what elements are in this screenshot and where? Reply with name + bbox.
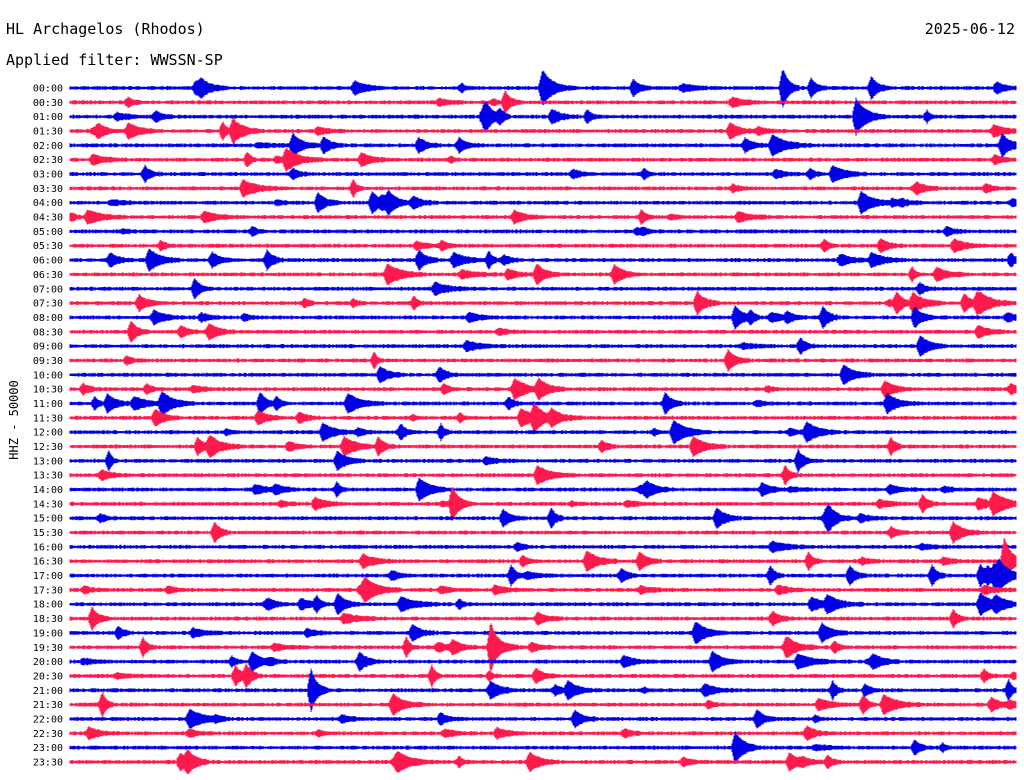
row-time-label: 22:00 [33, 714, 63, 725]
row-time-label: 03:00 [33, 170, 63, 181]
row-time-label: 04:00 [33, 198, 63, 209]
row-time-label: 21:30 [33, 700, 63, 711]
row-time-label: 19:00 [33, 628, 63, 639]
station-title: HL Archagelos (Rhodos) [6, 20, 205, 38]
row-time-label: 08:00 [33, 313, 63, 324]
row-time-label: 23:00 [33, 743, 63, 754]
row-time-label: 05:30 [33, 241, 63, 252]
row-time-label: 04:30 [33, 213, 63, 224]
row-time-label: 11:00 [33, 399, 63, 410]
row-time-label: 05:00 [33, 227, 63, 238]
filter-label: Applied filter: WWSSN-SP [6, 51, 223, 69]
row-time-label: 14:30 [33, 499, 63, 510]
row-time-label: 16:30 [33, 557, 63, 568]
row-time-label: 10:00 [33, 370, 63, 381]
row-time-label: 16:00 [33, 542, 63, 553]
row-time-label: 14:00 [33, 485, 63, 496]
row-time-label: 02:30 [33, 155, 63, 166]
row-time-label: 18:30 [33, 614, 63, 625]
row-time-label: 22:30 [33, 729, 63, 740]
row-time-label: 12:00 [33, 428, 63, 439]
row-time-label: 06:00 [33, 256, 63, 267]
row-time-label: 06:30 [33, 270, 63, 281]
row-time-label: 15:00 [33, 514, 63, 525]
row-time-label: 07:00 [33, 284, 63, 295]
row-time-label: 08:30 [33, 327, 63, 338]
row-time-label: 07:30 [33, 299, 63, 310]
row-time-label: 00:00 [33, 84, 63, 95]
row-time-label: 23:30 [33, 757, 63, 768]
row-time-label: 09:00 [33, 342, 63, 353]
row-time-label: 20:00 [33, 657, 63, 668]
row-time-label: 02:00 [33, 141, 63, 152]
row-time-label: 13:30 [33, 471, 63, 482]
row-time-label: 01:00 [33, 112, 63, 123]
row-time-label: 18:00 [33, 600, 63, 611]
row-time-label: 01:30 [33, 127, 63, 138]
row-time-label: 00:30 [33, 98, 63, 109]
row-time-label: 09:30 [33, 356, 63, 367]
row-time-label: 10:30 [33, 385, 63, 396]
row-time-label: 17:00 [33, 571, 63, 582]
row-time-label: 12:30 [33, 442, 63, 453]
date-label: 2025-06-12 [924, 20, 1015, 38]
row-time-label: 20:30 [33, 671, 63, 682]
row-time-label: 15:30 [33, 528, 63, 539]
row-time-label: 19:30 [33, 643, 63, 654]
row-time-label: 13:00 [33, 456, 63, 467]
row-time-label: 11:30 [33, 413, 63, 424]
row-time-label: 03:30 [33, 184, 63, 195]
row-time-label: 21:00 [33, 686, 63, 697]
row-time-label: 17:30 [33, 585, 63, 596]
